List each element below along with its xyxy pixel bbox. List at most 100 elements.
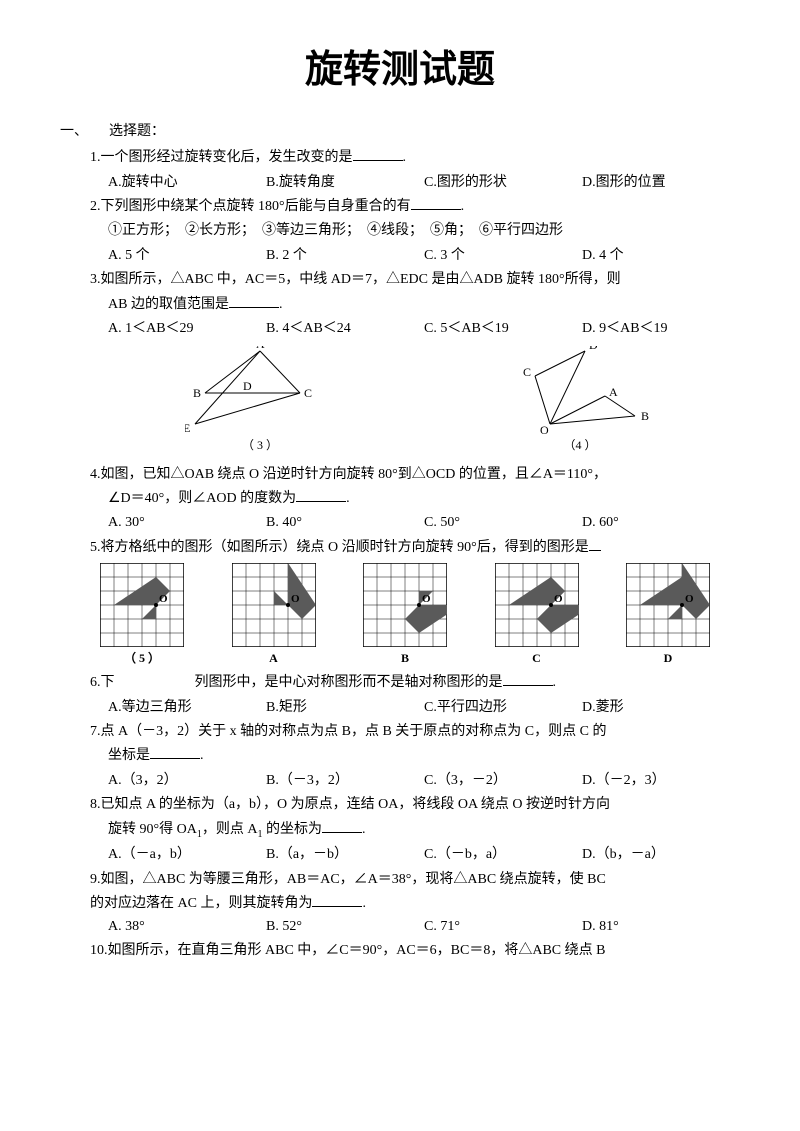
q1-a: A.旋转中心 xyxy=(108,172,266,194)
svg-text:O: O xyxy=(540,423,549,436)
svg-text:C: C xyxy=(523,365,531,379)
q8-b: B.（a，－b） xyxy=(266,844,424,866)
grid-d: OD xyxy=(626,563,710,668)
svg-text:A: A xyxy=(609,385,618,399)
blank xyxy=(296,488,346,502)
grid-orig: O （ 5 ） xyxy=(100,563,184,668)
q7-line1: 7.点 A（－3，2）关于 x 轴的对称点为点 B，点 B 关于原点的对称点为 … xyxy=(90,721,740,743)
q1-stem: 1.一个图形经过旋转变化后，发生改变的是 xyxy=(90,150,353,165)
q10-text: 10.如图所示，在直角三角形 ABC 中，∠C＝90°，AC＝6，BC＝8，将△… xyxy=(90,940,740,962)
section-heading: 一、 选择题： xyxy=(60,121,740,143)
page-title: 旋转测试题 xyxy=(60,40,740,101)
svg-text:D: D xyxy=(243,379,252,393)
grid0-label: （ 5 ） xyxy=(100,649,184,668)
grid-c: OC xyxy=(495,563,579,668)
q3-line2: AB 边的取值范围是. xyxy=(108,294,740,316)
q6-text: 6.下列图形中，是中心对称图形而不是轴对称图形的是. xyxy=(90,672,740,694)
q6-c: C.平行四边形 xyxy=(424,697,582,719)
q8-d: D.（b，－a） xyxy=(582,844,740,866)
svg-text:D: D xyxy=(589,346,598,352)
q3-line1: 3.如图所示，△ABC 中，AC＝5，中线 AD＝7，△EDC 是由△ADB 旋… xyxy=(90,269,740,291)
q4-line1: 4.如图，已知△OAB 绕点 O 沿逆时针方向旋转 80°到△OCD 的位置，且… xyxy=(90,464,740,486)
q4-options: A. 30° B. 40° C. 50° D. 60° xyxy=(108,512,740,534)
svg-text:A: A xyxy=(256,346,265,351)
q4-a: A. 30° xyxy=(108,512,266,534)
q1-b: B.旋转角度 xyxy=(266,172,424,194)
q2-d: D. 4 个 xyxy=(582,245,740,267)
gridC-svg: O xyxy=(495,563,579,647)
q8-line2: 旋转 90°得 OA1，则点 A1 的坐标为. xyxy=(108,819,740,843)
q3-b: B. 4＜AB＜24 xyxy=(266,318,424,340)
q5-stem: 5.将方格纸中的图形（如图所示）绕点 O 沿顺时针方向旋转 90°后，得到的图形… xyxy=(90,540,589,555)
q3-stem2: AB 边的取值范围是 xyxy=(108,297,229,312)
gridC-label: C xyxy=(495,649,579,668)
q2-options: A. 5 个 B. 2 个 C. 3 个 D. 4 个 xyxy=(108,245,740,267)
gridA-label: A xyxy=(232,649,316,668)
blank xyxy=(322,819,362,833)
q6-post: 列图形中，是中心对称图形而不是轴对称图形的是 xyxy=(195,675,503,690)
q3-c: C. 5＜AB＜19 xyxy=(424,318,582,340)
gridD-label: D xyxy=(626,649,710,668)
q7-c: C.（3，－2） xyxy=(424,770,582,792)
q8-s2: ，则点 A xyxy=(202,822,258,837)
q7-line2: 坐标是. xyxy=(108,745,740,767)
q8-s1: 旋转 90°得 OA xyxy=(108,822,197,837)
svg-text:E: E xyxy=(185,421,190,435)
q1-text: 1.一个图形经过旋转变化后，发生改变的是. xyxy=(90,147,740,169)
svg-text:O: O xyxy=(554,593,563,605)
svg-text:C: C xyxy=(304,386,312,400)
q3-a: A. 1＜AB＜29 xyxy=(108,318,266,340)
svg-text:O: O xyxy=(291,593,300,605)
q8-c: C.（－b，a） xyxy=(424,844,582,866)
q4-b: B. 40° xyxy=(266,512,424,534)
q2-b: B. 2 个 xyxy=(266,245,424,267)
svg-text:O: O xyxy=(422,593,431,605)
gridB-svg: O xyxy=(363,563,447,647)
fig3-svg: A B C D E xyxy=(185,346,335,436)
q8-a: A.（－a，b） xyxy=(108,844,266,866)
fig4-wrap: O A B C D （4 ） xyxy=(505,346,655,455)
q1-options: A.旋转中心 B.旋转角度 C.图形的形状 D.图形的位置 xyxy=(108,172,740,194)
q5-text: 5.将方格纸中的图形（如图所示）绕点 O 沿顺时针方向旋转 90°后，得到的图形… xyxy=(90,537,740,559)
svg-text:B: B xyxy=(641,409,649,423)
q5-grids: O（ 5 ） OA OB OC OD xyxy=(100,563,710,668)
q8-options: A.（－a，b） B.（a，－b） C.（－b，a） D.（b，－a） xyxy=(108,844,740,866)
q9-c: C. 71° xyxy=(424,916,582,938)
q9-d: D. 81° xyxy=(582,916,740,938)
gridD-svg: O xyxy=(626,563,710,647)
q3-options: A. 1＜AB＜29 B. 4＜AB＜24 C. 5＜AB＜19 D. 9＜AB… xyxy=(108,318,740,340)
q3-d: D. 9＜AB＜19 xyxy=(582,318,740,340)
q6-d: D.菱形 xyxy=(582,697,740,719)
blank xyxy=(503,672,553,686)
gridA-svg: O xyxy=(232,563,316,647)
q4-line2: ∠D＝40°，则∠AOD 的度数为. xyxy=(108,488,740,510)
blank xyxy=(353,147,403,161)
q7-b: B.（－3，2） xyxy=(266,770,424,792)
fig3-wrap: A B C D E （ 3 ） xyxy=(185,346,335,455)
q2-items: ①正方形； ②长方形； ③等边三角形； ④线段； ⑤角； ⑥平行四边形 xyxy=(108,220,740,242)
fig4-svg: O A B C D xyxy=(505,346,655,436)
q7-options: A.（3，2） B.（－3，2） C.（3，－2） D.（－2，3） xyxy=(108,770,740,792)
q9-b: B. 52° xyxy=(266,916,424,938)
q6-pre: 6.下 xyxy=(90,675,115,690)
q1-d: D.图形的位置 xyxy=(582,172,740,194)
q2-text: 2.下列图形中绕某个点旋转 180°后能与自身重合的有. xyxy=(90,196,740,218)
q4-c: C. 50° xyxy=(424,512,582,534)
svg-text:B: B xyxy=(193,386,201,400)
grid-b: OB xyxy=(363,563,447,668)
q9-line1: 9.如图，△ABC 为等腰三角形，AB＝AC，∠A＝38°，现将△ABC 绕点旋… xyxy=(90,869,740,891)
q7-d: D.（－2，3） xyxy=(582,770,740,792)
fig4-label: （4 ） xyxy=(505,436,655,455)
q2-c: C. 3 个 xyxy=(424,245,582,267)
q1-c: C.图形的形状 xyxy=(424,172,582,194)
blank xyxy=(312,893,362,907)
grid0-svg: O xyxy=(100,563,184,647)
blank xyxy=(589,537,601,551)
q4-stem2: ∠D＝40°，则∠AOD 的度数为 xyxy=(108,491,296,506)
q6-a: A.等边三角形 xyxy=(108,697,266,719)
q8-line1: 8.已知点 A 的坐标为（a，b），O 为原点，连结 OA，将线段 OA 绕点 … xyxy=(90,794,740,816)
q6-options: A.等边三角形 B.矩形 C.平行四边形 D.菱形 xyxy=(108,697,740,719)
fig3-label: （ 3 ） xyxy=(185,436,335,455)
grid-a: OA xyxy=(232,563,316,668)
q7-a: A.（3，2） xyxy=(108,770,266,792)
